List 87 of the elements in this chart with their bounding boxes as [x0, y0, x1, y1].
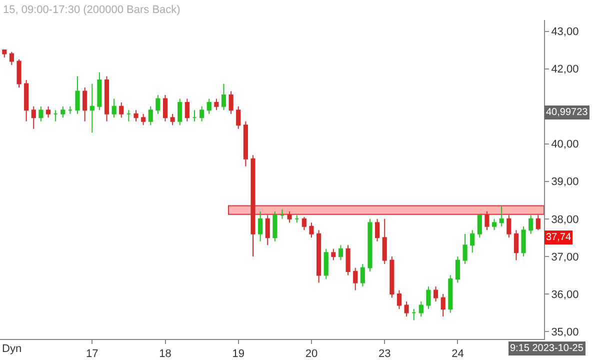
candlestick [119, 102, 124, 118]
candlestick [426, 286, 431, 310]
candlestick [462, 233, 468, 264]
candlestick [24, 80, 29, 122]
candlestick [97, 72, 102, 111]
candlestick [455, 256, 460, 284]
candlestick [412, 308, 416, 321]
candlestick [112, 98, 116, 118]
x-tick-label: 23 [378, 348, 391, 360]
candlestick [192, 110, 197, 122]
candlestick [375, 218, 380, 242]
candlestick [9, 51, 14, 66]
candlestick [433, 286, 438, 302]
candlestick [346, 244, 350, 276]
candlestick [156, 94, 160, 114]
text: Dyn [2, 343, 22, 355]
candlestick [353, 267, 358, 291]
x-tick-label: 20 [305, 348, 318, 360]
candlestick [477, 214, 482, 238]
y-tick-label: 35,00 [551, 326, 579, 338]
candlestick [162, 94, 168, 122]
y-tick-label: 36,00 [551, 288, 579, 301]
candlestick [2, 50, 7, 58]
candlestick [178, 98, 182, 126]
x-tick-label: 17 [86, 348, 98, 360]
candlestick [228, 90, 234, 114]
candlestick [390, 256, 394, 298]
x-tick-label: 18 [159, 348, 172, 360]
x-tick-label: 19 [232, 348, 244, 360]
candlestick [82, 87, 88, 122]
candlestick [200, 106, 204, 122]
candlestick [294, 214, 300, 224]
candlestick [60, 106, 66, 118]
candlestick [38, 106, 44, 122]
y-tick-label: 38,00 [551, 214, 579, 226]
candlestick [316, 230, 322, 284]
text: 37,74 [546, 232, 572, 243]
text: 40,99723 [546, 107, 588, 118]
y-tick-label: 42,00 [551, 64, 579, 76]
candlestick [16, 58, 22, 88]
candlestick [382, 218, 387, 264]
candlestick [368, 218, 372, 272]
candlestick [214, 98, 219, 111]
candlestick [418, 300, 424, 317]
candlestick [360, 263, 365, 287]
candlestick [75, 76, 80, 114]
y-tick-label: 39,00 [551, 176, 579, 188]
candlestick [492, 218, 497, 231]
candlestick [404, 300, 409, 317]
candlestick [324, 248, 328, 280]
x-tick-label: 24 [452, 348, 464, 360]
candlestick [134, 110, 138, 122]
candlestick [221, 83, 226, 111]
candlestick [470, 230, 475, 254]
candlestick [104, 76, 110, 122]
candlestick [338, 244, 344, 261]
y-tick-label: 37,00 [551, 251, 579, 264]
candlestick [272, 210, 278, 242]
y-tick-label: 43,00 [551, 26, 579, 38]
candlestick [331, 248, 336, 261]
candlestick [170, 113, 175, 126]
candlestick [53, 110, 58, 122]
y-tick-label: 40,00 [551, 138, 579, 151]
candlestick [448, 274, 453, 314]
candlestick [126, 110, 131, 122]
candlestick [243, 120, 248, 167]
chart-title: 15, 09:00-17:30 (200000 Bars Back) [3, 4, 180, 16]
candlestick [440, 293, 446, 317]
candlestick [206, 98, 212, 114]
candlestick [31, 106, 36, 130]
candlestick [236, 106, 241, 130]
candlestick [396, 290, 402, 310]
text: 9:15 2023-10-25 [510, 343, 584, 354]
candlestick [514, 230, 519, 261]
candlestick [258, 210, 263, 242]
candlestick [280, 209, 285, 220]
candlestick [499, 205, 504, 227]
candlestick [309, 222, 314, 238]
candlestick [528, 214, 534, 234]
candlestick [68, 106, 72, 114]
candlestick [184, 98, 190, 122]
candlestick [148, 106, 153, 126]
candlestick [46, 106, 51, 118]
candlestick [141, 113, 146, 126]
candlestick [521, 226, 526, 257]
candlestick [302, 216, 306, 231]
candlestick [90, 83, 94, 134]
